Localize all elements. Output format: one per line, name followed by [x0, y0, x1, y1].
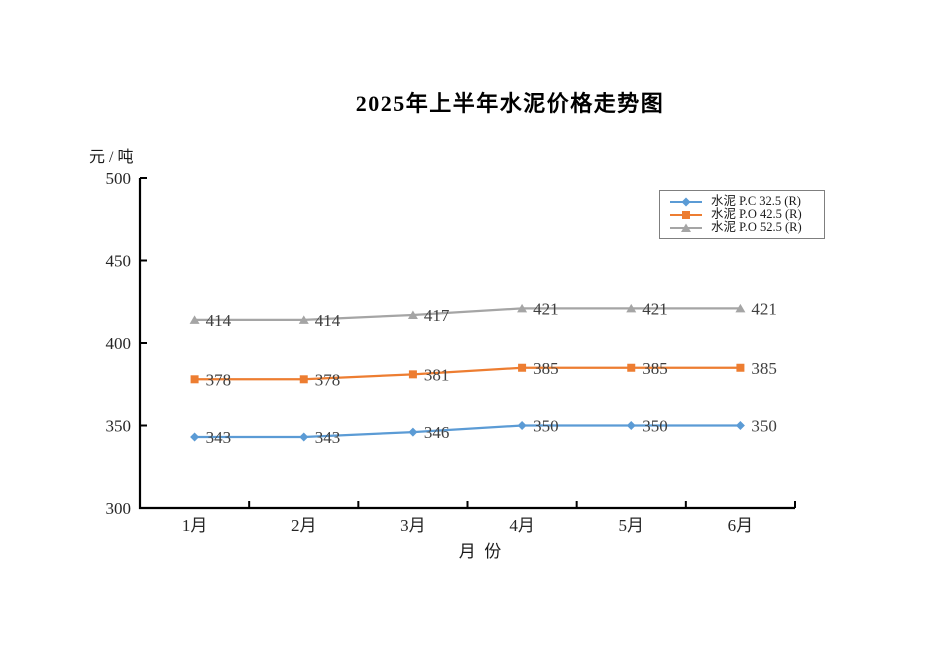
data-label: 421 [751, 299, 777, 318]
legend-item-label: 水泥 P.O 42.5 (R) [711, 207, 802, 221]
series-2-triangle-marker-icon [626, 303, 637, 313]
legend-item-label: 水泥 P.O 52.5 (R) [711, 220, 802, 234]
series-2-triangle-marker-icon [407, 310, 418, 319]
data-label: 350 [533, 417, 559, 436]
data-label: 414 [315, 311, 341, 330]
series-line-0 [193, 424, 742, 439]
data-label: 414 [206, 311, 232, 330]
series-1-square-marker-icon [299, 375, 308, 384]
series-1-square-marker-icon [190, 375, 199, 384]
data-label: 343 [206, 428, 232, 447]
series-0-diamond-marker-icon [408, 427, 418, 437]
legend-item-label: 水泥 P.C 32.5 (R) [711, 194, 801, 208]
data-label: 417 [424, 306, 450, 325]
series-0-diamond-marker-icon [735, 421, 745, 430]
data-label: 343 [315, 428, 341, 447]
y-axis-unit-label: 元 / 吨 [89, 149, 134, 166]
x-axis-tick-label: 5月 [619, 516, 645, 535]
chart-title: 2025年上半年水泥价格走势图 [355, 91, 665, 116]
y-axis-tick-label: 350 [106, 417, 132, 436]
data-label: 350 [642, 417, 668, 436]
series-2-triangle-marker-icon [735, 303, 746, 313]
x-axis-title: 月 份 [458, 542, 502, 561]
legend-square-marker-icon [670, 210, 702, 219]
x-axis-tick-label: 2月 [291, 516, 317, 535]
x-axis-tick-label: 6月 [728, 516, 754, 535]
series-2-triangle-marker-icon [517, 303, 528, 313]
data-label: 385 [533, 359, 559, 378]
data-label: 385 [751, 359, 777, 378]
series-0-diamond-marker-icon [299, 432, 309, 442]
legend-diamond-marker-icon [670, 197, 702, 206]
series-2-triangle-marker-icon [189, 315, 200, 324]
series-1-square-marker-icon [518, 363, 527, 372]
legend-triangle-marker-icon [670, 223, 702, 232]
series-1-square-marker-icon [736, 363, 745, 372]
legend: 水泥 P.C 32.5 (R) 水泥 P.O 42.5 (R) 水泥 P.O 52.… [659, 190, 825, 239]
y-axis-tick-label: 450 [106, 252, 132, 271]
x-axis-tick-label: 3月 [400, 516, 426, 535]
series-0-diamond-marker-icon [626, 421, 636, 430]
data-label: 378 [315, 370, 341, 389]
series-1-square-marker-icon [408, 370, 417, 379]
series-0-diamond-marker-icon [517, 421, 527, 430]
legend-item: 水泥 P.C 32.5 (R) [669, 195, 820, 208]
data-label: 421 [533, 299, 559, 318]
data-label: 421 [642, 299, 668, 318]
data-label: 381 [424, 365, 450, 384]
series-2-triangle-marker-icon [298, 315, 309, 324]
x-axis-tick-label: 1月 [182, 516, 208, 535]
series-1-square-marker-icon [627, 363, 636, 372]
y-axis-tick-label: 500 [106, 169, 132, 188]
series-line-2 [193, 307, 742, 322]
data-label: 385 [642, 359, 668, 378]
y-axis-tick-label: 400 [106, 334, 132, 353]
y-axis-tick-label: 300 [106, 499, 132, 518]
series-0-diamond-marker-icon [190, 432, 200, 442]
data-label: 378 [206, 370, 232, 389]
legend-item: 水泥 P.O 42.5 (R) [669, 208, 820, 221]
data-label: 346 [424, 423, 450, 442]
x-axis-tick-label: 4月 [509, 516, 535, 535]
series-line-1 [193, 366, 742, 381]
legend-item: 水泥 P.O 52.5 (R) [669, 221, 820, 234]
data-label: 350 [751, 417, 777, 436]
